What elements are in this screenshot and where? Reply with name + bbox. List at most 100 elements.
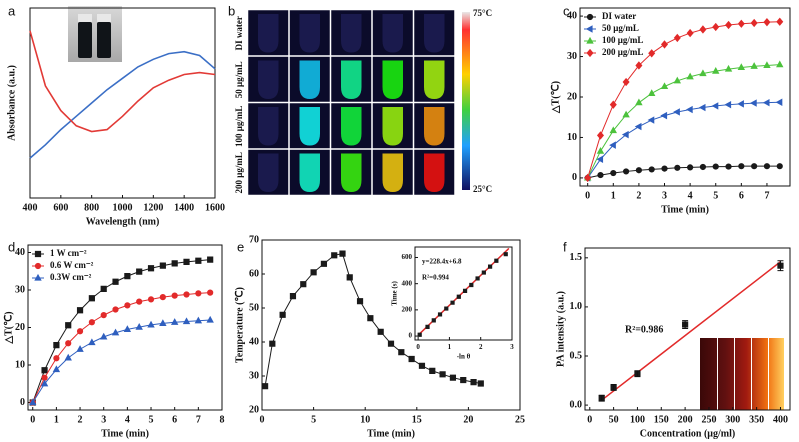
row-label: DI water [234, 16, 244, 50]
x-tick-label: 1000 [113, 202, 133, 213]
marker [724, 100, 732, 109]
panel-letter: d [8, 239, 15, 254]
legend-marker [34, 273, 42, 281]
marker [660, 40, 669, 49]
marker [751, 163, 758, 170]
x-tick-label: 400 [773, 414, 788, 425]
sample-tube [341, 60, 362, 99]
marker [712, 66, 720, 74]
marker [408, 355, 415, 363]
y-tick-label: 40 [567, 10, 577, 21]
marker [29, 398, 37, 406]
error-bar [777, 260, 784, 272]
x-tick-label: 25 [515, 414, 525, 425]
marker [635, 167, 643, 174]
marker [64, 353, 72, 361]
marker [462, 288, 468, 293]
marker [647, 116, 655, 124]
x-tick-label: 200 [678, 414, 693, 425]
x-tick-label: 5 [713, 190, 718, 201]
sample-tube [424, 153, 445, 192]
marker [762, 98, 770, 107]
x-tick-label: 5 [311, 414, 316, 425]
marker [776, 17, 784, 26]
x-tick-label: 350 [749, 414, 764, 425]
marker [40, 379, 49, 387]
marker [470, 379, 477, 386]
sample-tube [382, 60, 403, 99]
marker [635, 61, 643, 70]
marker [699, 69, 707, 77]
marker [609, 100, 617, 109]
y-tick-label: 1.0 [570, 301, 583, 312]
sample-tube [299, 107, 320, 146]
marker [622, 168, 630, 175]
marker [76, 345, 84, 352]
marker [195, 290, 202, 297]
sample-tube [341, 107, 362, 146]
marker [596, 131, 605, 140]
x-tick-label: 250 [701, 414, 716, 425]
marker [749, 99, 757, 107]
marker [635, 98, 643, 106]
marker [673, 108, 680, 116]
plot-frame [29, 7, 216, 199]
marker [425, 324, 430, 330]
panel-letter: c [563, 3, 570, 18]
marker [182, 317, 191, 325]
marker [776, 60, 784, 68]
sample-tube [341, 14, 362, 53]
x-tick-label: 7 [196, 414, 201, 425]
marker [660, 111, 668, 120]
legend-marker [34, 262, 42, 270]
marker [76, 307, 84, 314]
x-tick-label: 5 [149, 414, 154, 425]
colorbar-label: 25°C [473, 184, 492, 194]
sample-tube [382, 107, 403, 146]
marker [661, 165, 668, 172]
legend-label: 50 μg/mL [602, 23, 639, 33]
y-axis-label: Absorbance (a.u.) [6, 65, 17, 141]
y-tick-label: 30 [249, 370, 259, 381]
error-bar [682, 320, 689, 330]
marker [418, 362, 426, 369]
marker [456, 294, 461, 299]
marker [750, 62, 758, 69]
marker [597, 171, 604, 179]
x-tick-label: 400 [23, 202, 38, 213]
marker [398, 349, 405, 356]
marker [41, 374, 48, 381]
y-tick-label: 400 [402, 279, 413, 287]
marker [269, 340, 276, 347]
x-tick-label: 300 [725, 414, 740, 425]
marker [725, 20, 733, 30]
marker [88, 295, 95, 302]
marker [387, 340, 395, 347]
y-tick-label: 0 [409, 332, 413, 340]
x-tick-label: 20 [463, 414, 473, 425]
series-line [587, 101, 780, 179]
marker [737, 19, 745, 28]
plot-frame [584, 247, 791, 411]
marker [88, 319, 95, 326]
series-line [32, 259, 211, 403]
marker [183, 291, 190, 298]
panel-letter: a [8, 3, 16, 18]
y-tick-label: 1.5 [570, 252, 583, 263]
error-bar [598, 394, 605, 402]
y-tick-label: 50 [249, 302, 259, 313]
marker [135, 322, 143, 330]
x-tick-label: 4 [125, 414, 130, 425]
y-tick-label: 20 [567, 91, 577, 102]
y-tick-label: 0 [572, 172, 577, 183]
marker [76, 328, 84, 335]
marker [648, 49, 656, 58]
x-tick-label: 2 [78, 414, 83, 425]
y-tick-label: 0.5 [570, 350, 583, 361]
marker [699, 25, 707, 34]
x-tick-label: 1600 [205, 202, 225, 213]
marker [750, 18, 758, 28]
y-tick-label: 20 [249, 404, 259, 415]
x-tick-label: 2 [636, 190, 641, 201]
marker [439, 371, 446, 378]
